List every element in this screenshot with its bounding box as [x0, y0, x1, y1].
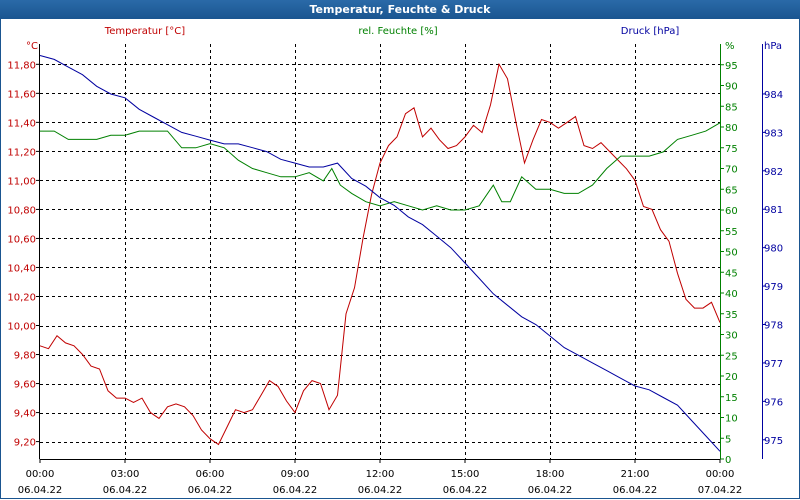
- x-tick-date-label: 06.04.22: [188, 485, 233, 496]
- pressure-tick-label: 977: [764, 359, 783, 370]
- temperature-tick-label: 10,80: [7, 205, 36, 216]
- humidity-tick-label: 90: [725, 82, 738, 93]
- series-line-rel-feuchte: [40, 122, 721, 211]
- humidity-tick-label: 5: [725, 434, 731, 445]
- temperature-tick-label: 9,40: [14, 409, 36, 420]
- x-tick-time-label: 00:00: [26, 469, 55, 480]
- x-tick-time-label: 00:00: [706, 469, 735, 480]
- temperature-tick-label: 11,20: [7, 147, 36, 158]
- x-tick-date-label: 06.04.22: [528, 485, 573, 496]
- temperature-axis-title: Temperatur [°C]: [104, 26, 185, 37]
- pressure-tick-label: 979: [764, 282, 783, 293]
- pressure-tick-label: 981: [764, 205, 783, 216]
- x-tick-time-label: 21:00: [621, 469, 650, 480]
- axes: 9,20 9,40 9,60 9,80 10,00 10,20 10,40 10,60 10,8…: [7, 44, 783, 496]
- x-tick-time-label: 18:00: [536, 469, 565, 480]
- temperature-unit-label: °C: [26, 41, 38, 52]
- temperature-tick-label: 9,20: [14, 438, 36, 449]
- humidity-tick-label: 80: [725, 123, 738, 134]
- x-tick-date-label: 07.04.22: [698, 485, 743, 496]
- series-lines: [39, 55, 721, 452]
- humidity-tick-label: 35: [725, 310, 738, 321]
- x-tick-time-label: 03:00: [111, 469, 140, 480]
- pressure-unit-label: hPa: [764, 41, 782, 52]
- temperature-tick-label: 11,40: [7, 118, 36, 129]
- temperature-tick-label: 10,40: [7, 263, 36, 274]
- x-tick-date-label: 06.04.22: [613, 485, 658, 496]
- temperature-tick-label: 10,60: [7, 234, 36, 245]
- pressure-tick-label: 983: [764, 128, 783, 139]
- x-tick-time-label: 12:00: [366, 469, 395, 480]
- humidity-tick-label: 55: [725, 227, 738, 238]
- humidity-axis-title: rel. Feuchte [%]: [358, 26, 437, 37]
- grid-lines: [40, 44, 720, 459]
- humidity-tick-label: 65: [725, 185, 738, 196]
- humidity-tick-label: 0: [725, 455, 731, 466]
- pressure-tick-label: 978: [764, 321, 783, 332]
- temperature-tick-label: 10,20: [7, 292, 36, 303]
- humidity-tick-label: 30: [725, 331, 738, 342]
- pressure-tick-label: 982: [764, 167, 783, 178]
- humidity-unit-label: %: [725, 41, 735, 52]
- pressure-tick-label: 976: [764, 397, 783, 408]
- temperature-tick-label: 11,60: [7, 89, 36, 100]
- humidity-tick-label: 60: [725, 206, 738, 217]
- x-tick-date-label: 06.04.22: [358, 485, 403, 496]
- pressure-tick-label: 980: [764, 244, 783, 255]
- humidity-tick-label: 10: [725, 414, 738, 425]
- temperature-tick-label: 9,80: [14, 351, 36, 362]
- temperature-tick-label: 10,00: [7, 322, 36, 333]
- humidity-tick-label: 95: [725, 61, 738, 72]
- humidity-tick-label: 25: [725, 351, 738, 362]
- humidity-tick-label: 15: [725, 393, 738, 404]
- humidity-tick-label: 85: [725, 102, 738, 113]
- pressure-tick-label: 975: [764, 436, 783, 447]
- temperature-tick-label: 11,00: [7, 176, 36, 187]
- x-tick-date-label: 06.04.22: [18, 485, 63, 496]
- series-line-druck: [39, 55, 721, 452]
- humidity-tick-label: 20: [725, 372, 738, 383]
- pressure-axis-title: Druck [hPa]: [621, 26, 680, 37]
- axis-labels: Temperatur [°C] rel. Feuchte [%] Druck […: [26, 26, 782, 52]
- window-title: Temperatur, Feuchte & Druck: [0, 0, 800, 19]
- pressure-tick-label: 984: [764, 90, 783, 101]
- humidity-tick-label: 75: [725, 144, 738, 155]
- x-tick-date-label: 06.04.22: [273, 485, 318, 496]
- temperature-tick-label: 11,80: [7, 60, 36, 71]
- x-tick-time-label: 15:00: [451, 469, 480, 480]
- x-tick-time-label: 09:00: [281, 469, 310, 480]
- humidity-tick-label: 70: [725, 165, 738, 176]
- x-tick-time-label: 06:00: [196, 469, 225, 480]
- humidity-tick-label: 50: [725, 248, 738, 259]
- series-line-temperatur: [39, 62, 721, 446]
- x-tick-date-label: 06.04.22: [443, 485, 488, 496]
- x-tick-date-label: 06.04.22: [103, 485, 148, 496]
- temperature-tick-label: 9,60: [14, 380, 36, 391]
- humidity-tick-label: 40: [725, 289, 738, 300]
- humidity-tick-label: 45: [725, 268, 738, 279]
